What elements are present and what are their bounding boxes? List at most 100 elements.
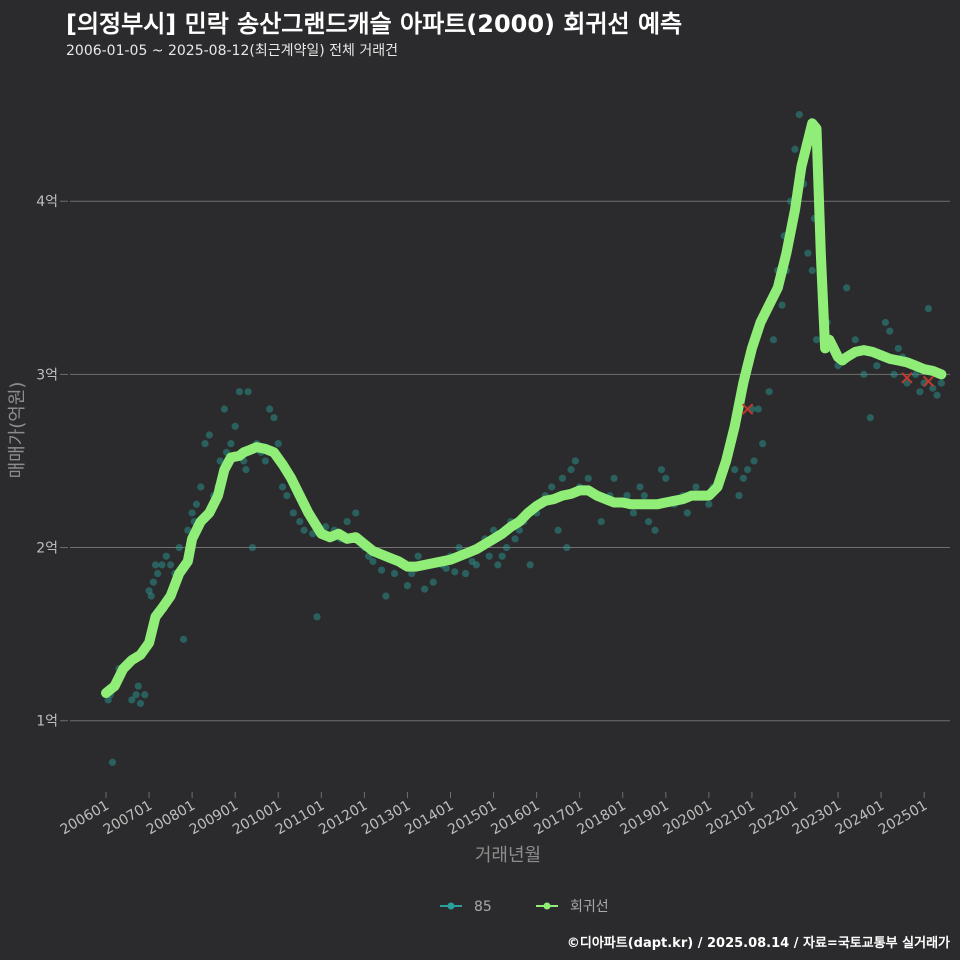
data-point <box>201 440 209 448</box>
data-point <box>154 569 162 578</box>
y-tick-label: 4억 <box>36 194 58 210</box>
y-tick-label: 1억 <box>36 714 58 730</box>
data-point <box>313 613 321 621</box>
x-tick-label: 202101 <box>704 798 758 839</box>
data-point <box>296 517 304 526</box>
data-point <box>937 379 945 387</box>
data-point <box>498 552 506 560</box>
data-point <box>472 561 480 569</box>
data-point <box>390 569 399 578</box>
data-point <box>584 474 592 482</box>
legend-label: 85 <box>474 899 492 915</box>
x-tick-label: 200801 <box>144 798 198 839</box>
x-tick-label: 201501 <box>445 798 499 839</box>
data-point <box>778 301 786 309</box>
data-point <box>300 526 308 534</box>
data-point <box>244 388 252 396</box>
data-point <box>795 111 803 119</box>
highlight-marker <box>741 403 754 415</box>
data-point <box>929 384 937 392</box>
data-point <box>812 336 821 344</box>
y-axis-ticks: 1억 2억 3억 4억 <box>36 194 68 730</box>
data-point <box>890 370 898 378</box>
x-tick-label: 201901 <box>618 798 672 839</box>
data-point <box>597 517 605 526</box>
data-point <box>175 543 183 552</box>
data-point <box>873 362 881 370</box>
data-point <box>886 327 894 335</box>
x-tick-label: 200601 <box>58 798 112 839</box>
x-tick-label: 200901 <box>187 798 241 839</box>
data-point <box>151 561 160 569</box>
data-point <box>216 457 224 465</box>
data-point <box>924 304 933 313</box>
data-point <box>442 564 450 572</box>
data-point <box>205 431 213 439</box>
data-point <box>558 474 567 482</box>
data-point <box>231 422 239 430</box>
x-tick-label: 200701 <box>101 798 155 839</box>
data-point <box>769 336 778 344</box>
data-point <box>735 492 743 500</box>
x-tick-label: 201801 <box>574 798 628 839</box>
data-point <box>429 578 437 586</box>
trend-line <box>101 118 947 698</box>
x-tick-label: 202001 <box>661 798 715 839</box>
data-point <box>408 569 416 578</box>
data-point <box>662 474 670 482</box>
data-point <box>108 758 117 766</box>
credit-footer: ©디아파트(dapt.kr) / 2025.08.14 / 자료=국토교통부 실… <box>566 936 950 951</box>
chart-title: [의정부시] 민락 송산그랜드캐슬 아파트(2000) 회귀선 예측 <box>66 10 683 38</box>
data-point <box>636 483 644 491</box>
data-point <box>731 466 739 474</box>
data-point <box>468 557 476 566</box>
data-point <box>274 440 282 448</box>
data-point <box>414 552 422 560</box>
data-point <box>485 552 493 560</box>
data-point <box>502 543 511 552</box>
x-tick-label: 201401 <box>402 798 456 839</box>
data-point <box>739 474 747 482</box>
x-tick-label: 202301 <box>790 798 844 839</box>
data-point <box>136 699 145 708</box>
data-point <box>765 388 773 396</box>
data-point <box>911 370 920 378</box>
data-point <box>242 466 250 474</box>
data-point <box>197 483 205 491</box>
data-point <box>640 492 648 500</box>
data-point <box>571 457 579 465</box>
data-point <box>455 543 463 552</box>
data-point <box>403 582 412 590</box>
data-point <box>421 585 429 593</box>
data-point <box>235 388 244 396</box>
data-point <box>461 569 470 578</box>
legend: 85 회귀선 <box>440 899 609 915</box>
data-point <box>494 561 502 569</box>
x-tick-label: 201601 <box>488 798 542 839</box>
data-point <box>754 405 762 413</box>
data-point <box>278 483 287 491</box>
data-point <box>683 509 691 517</box>
data-point <box>382 592 390 600</box>
data-point <box>261 457 269 465</box>
data-point <box>851 336 859 344</box>
data-point <box>843 284 851 292</box>
data-point <box>162 552 170 560</box>
data-point <box>166 561 175 569</box>
data-point <box>511 535 519 543</box>
data-point <box>266 405 274 413</box>
x-axis-title: 거래년월 <box>475 845 541 866</box>
data-point <box>128 696 136 704</box>
data-point <box>147 592 155 600</box>
data-point <box>894 344 902 353</box>
data-point <box>158 561 166 569</box>
data-point <box>933 391 941 399</box>
data-point <box>149 578 157 586</box>
data-point <box>248 543 257 552</box>
data-point <box>750 457 758 465</box>
legend-swatch-dot-0 <box>447 902 455 910</box>
chart-subtitle: 2006-01-05 ~ 2025-08-12(최근계약일) 전체 거래건 <box>66 43 398 59</box>
data-point <box>343 517 351 526</box>
data-point <box>451 568 459 576</box>
